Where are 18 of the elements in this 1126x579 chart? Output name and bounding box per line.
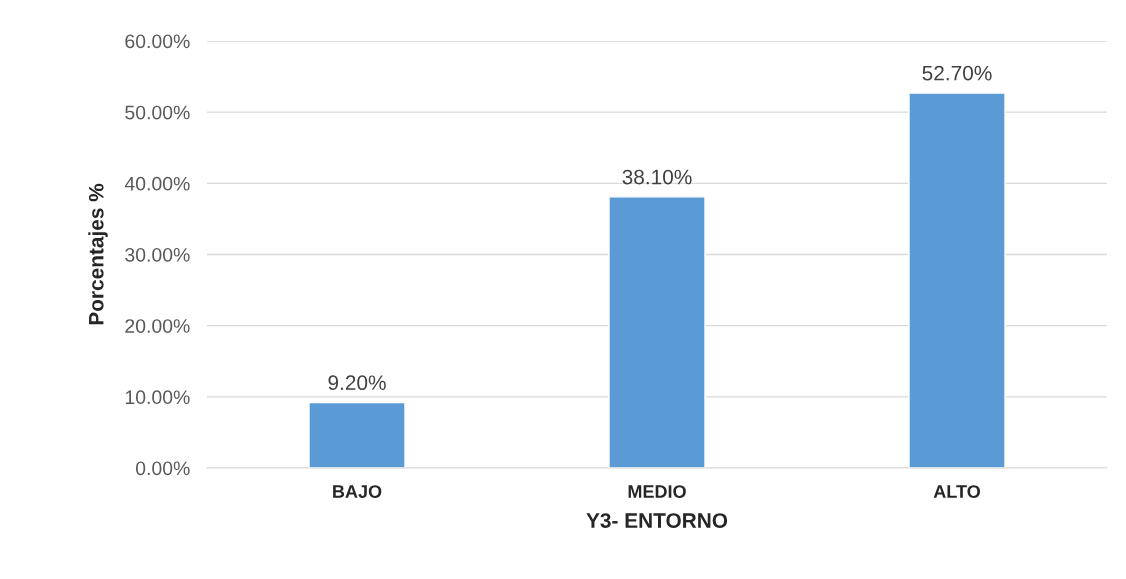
data-label: 38.10% xyxy=(622,169,692,185)
y-axis-title: Porcentajes % xyxy=(88,183,108,325)
y-tick-label: 50.00% xyxy=(125,105,190,120)
data-label: 9.20% xyxy=(328,375,386,391)
y-tick-label: 10.00% xyxy=(125,390,190,405)
x-axis-title: Y3- ENTORNO xyxy=(586,513,728,528)
bar xyxy=(908,92,1006,468)
y-tick-label: 40.00% xyxy=(124,176,190,191)
bar xyxy=(608,196,706,468)
y-tick-label: 60.00% xyxy=(125,34,190,49)
x-tick-label: ALTO xyxy=(933,485,980,498)
y-tick-label: 0.00% xyxy=(135,461,190,476)
x-tick-label: MEDIO xyxy=(628,485,686,498)
bar xyxy=(308,401,406,468)
x-tick-label: BAJO xyxy=(333,485,382,498)
y-tick-label: 20.00% xyxy=(125,319,190,333)
data-label: 52.70% xyxy=(922,65,992,81)
y-tick-label: 30.00% xyxy=(125,247,190,262)
